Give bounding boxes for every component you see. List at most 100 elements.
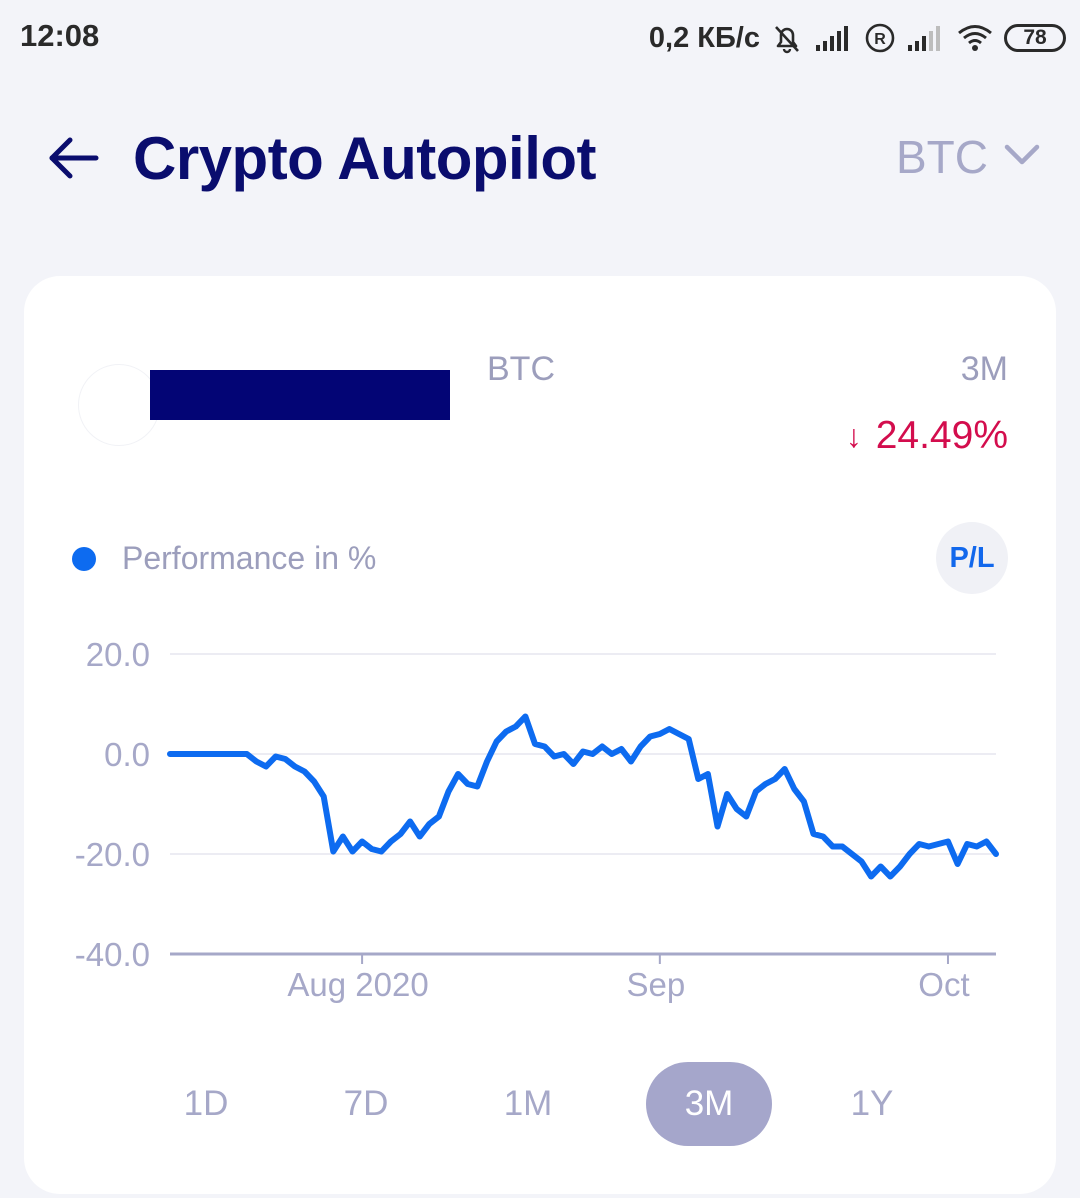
data-point: [782, 766, 788, 772]
data-point: [993, 851, 999, 857]
data-point: [398, 831, 404, 837]
arrow-left-icon: [48, 136, 100, 185]
data-point: [849, 851, 855, 857]
data-point: [378, 849, 384, 855]
data-point: [695, 776, 701, 782]
data-point: [426, 821, 432, 827]
data-point: [321, 794, 327, 800]
data-point: [955, 861, 961, 867]
data-point: [503, 729, 509, 735]
roaming-r-icon: R: [864, 22, 896, 54]
data-point: [743, 814, 749, 820]
status-icons: 0,2 КБ/с R 78: [649, 18, 1066, 58]
data-point: [945, 839, 951, 845]
data-point: [935, 841, 941, 847]
data-point: [436, 814, 442, 820]
data-point: [301, 769, 307, 775]
data-point: [455, 771, 461, 777]
data-point: [647, 734, 653, 740]
performance-card: BTC 3M ↓ 24.49% Performance in % P/L 20.…: [24, 276, 1056, 1194]
data-point: [734, 806, 740, 812]
back-button[interactable]: [46, 132, 102, 188]
data-point: [839, 844, 845, 850]
legend-dot: [72, 546, 96, 571]
data-point: [638, 744, 644, 750]
data-point: [907, 851, 913, 857]
data-point: [983, 839, 989, 845]
data-point: [215, 751, 221, 757]
data-point: [311, 779, 317, 785]
change-value: 24.49%: [875, 414, 1008, 457]
page-title: Crypto Autopilot: [133, 125, 597, 192]
tab-1y[interactable]: 1Y: [850, 1084, 894, 1123]
data-point: [330, 849, 336, 855]
wifi-icon: [956, 23, 994, 53]
redacted-value: [150, 370, 450, 420]
bell-off-icon: [770, 21, 804, 55]
asset-ticker: BTC: [487, 350, 555, 388]
data-point: [580, 749, 586, 755]
data-point: [878, 864, 884, 870]
y-tick-label: -20.0: [75, 836, 150, 873]
data-point: [628, 759, 634, 765]
x-tick-label: Aug 2020: [287, 966, 428, 1003]
data-point: [167, 751, 173, 757]
data-point: [762, 781, 768, 787]
asset-selector[interactable]: BTC: [896, 130, 1040, 184]
pl-toggle-button[interactable]: P/L: [936, 522, 1008, 594]
status-bar: 12:08 0,2 КБ/с R 78: [0, 0, 1080, 76]
data-point: [532, 741, 538, 747]
data-point: [964, 841, 970, 847]
data-point: [407, 819, 413, 825]
data-point: [753, 789, 759, 795]
data-point: [926, 844, 932, 850]
data-point: [234, 751, 240, 757]
data-point: [916, 841, 922, 847]
data-point: [599, 744, 605, 750]
data-point: [484, 759, 490, 765]
data-point: [570, 761, 576, 767]
data-point: [388, 839, 394, 845]
data-point: [791, 786, 797, 792]
chevron-down-icon: [1004, 143, 1040, 172]
tab-1d[interactable]: 1D: [183, 1084, 229, 1123]
tab-1m[interactable]: 1M: [503, 1084, 553, 1123]
data-point: [273, 754, 279, 760]
data-point: [590, 751, 596, 757]
data-point: [340, 834, 346, 840]
y-tick-label: 0.0: [104, 736, 150, 773]
data-point: [561, 751, 567, 757]
y-tick-label: 20.0: [86, 636, 150, 673]
data-point: [369, 846, 375, 852]
tab-7d[interactable]: 7D: [343, 1084, 389, 1123]
data-point: [859, 859, 865, 865]
data-point: [446, 789, 452, 795]
data-point: [801, 799, 807, 805]
signal-icon: [814, 23, 854, 53]
tab-3m[interactable]: 3M: [646, 1062, 772, 1146]
data-point: [177, 751, 183, 757]
data-point: [772, 776, 778, 782]
data-point: [205, 751, 211, 757]
data-point: [618, 746, 624, 752]
y-tick-label: -40.0: [75, 936, 150, 973]
data-point: [811, 831, 817, 837]
data-point: [868, 874, 874, 880]
change-indicator: ↓ 24.49%: [846, 414, 1008, 458]
data-point: [263, 764, 269, 770]
asset-selector-label: BTC: [896, 131, 988, 183]
data-point: [974, 844, 980, 850]
legend-label: Performance in %: [122, 540, 377, 576]
data-point: [465, 781, 471, 787]
data-point: [253, 759, 259, 765]
network-speed: 0,2 КБ/с: [648, 21, 760, 54]
x-tick-label: Oct: [918, 966, 969, 1003]
x-tick-label: Sep: [626, 966, 685, 1003]
data-point: [830, 844, 836, 850]
data-point: [494, 739, 500, 745]
data-point: [292, 764, 298, 770]
data-point: [417, 834, 423, 840]
signal-weak-icon: [906, 23, 946, 53]
data-point: [820, 834, 826, 840]
chart-legend: Performance in %: [72, 540, 376, 577]
